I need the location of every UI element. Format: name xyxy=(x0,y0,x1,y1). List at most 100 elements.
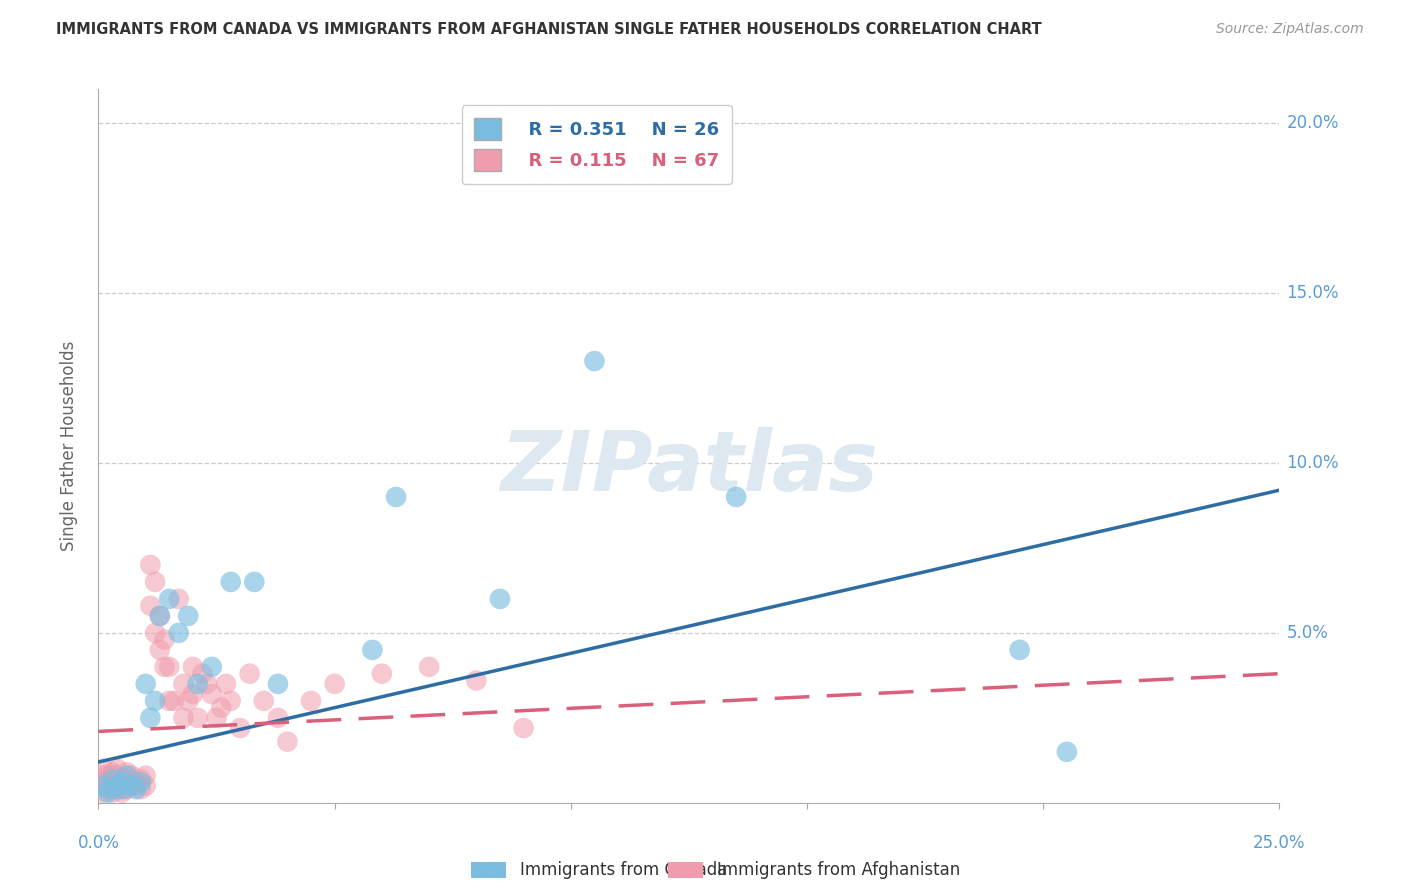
Point xyxy=(299,694,322,708)
Point xyxy=(361,643,384,657)
Point xyxy=(418,660,440,674)
Point xyxy=(177,608,200,623)
Point xyxy=(243,574,266,589)
Point xyxy=(129,782,152,797)
Point xyxy=(101,779,124,793)
Point xyxy=(97,769,120,783)
Point xyxy=(135,677,157,691)
Point xyxy=(97,775,120,789)
Point xyxy=(153,660,176,674)
Point xyxy=(1056,745,1078,759)
Point xyxy=(111,782,134,797)
Point xyxy=(101,782,124,797)
Point xyxy=(181,660,204,674)
Text: Immigrants from Canada: Immigrants from Canada xyxy=(520,861,727,879)
Text: 10.0%: 10.0% xyxy=(1286,454,1339,472)
Point xyxy=(97,782,120,797)
Point xyxy=(139,558,162,572)
Point xyxy=(187,711,209,725)
Point xyxy=(725,490,748,504)
Point xyxy=(129,775,152,789)
Point xyxy=(121,772,143,786)
Point xyxy=(91,779,114,793)
Point xyxy=(143,626,166,640)
Point xyxy=(105,762,128,776)
Point xyxy=(157,660,180,674)
Point xyxy=(105,779,128,793)
Point xyxy=(125,782,148,797)
Point xyxy=(465,673,488,688)
Point xyxy=(101,786,124,800)
Point xyxy=(149,608,172,623)
Point xyxy=(253,694,276,708)
Point xyxy=(125,775,148,789)
Legend:   R = 0.351    N = 26,   R = 0.115    N = 67: R = 0.351 N = 26, R = 0.115 N = 67 xyxy=(461,105,731,184)
Point xyxy=(167,626,190,640)
Point xyxy=(143,574,166,589)
Y-axis label: Single Father Households: Single Father Households xyxy=(59,341,77,551)
Point xyxy=(105,769,128,783)
Point xyxy=(267,711,290,725)
Point xyxy=(157,694,180,708)
Point xyxy=(219,574,242,589)
Point xyxy=(143,694,166,708)
Point xyxy=(91,779,114,793)
Point xyxy=(125,779,148,793)
Point xyxy=(371,666,394,681)
Text: ZIPatlas: ZIPatlas xyxy=(501,427,877,508)
Point xyxy=(195,677,218,691)
Point xyxy=(129,772,152,786)
Point xyxy=(115,769,138,783)
Point xyxy=(115,765,138,780)
Point xyxy=(97,786,120,800)
Point xyxy=(111,775,134,789)
Point xyxy=(267,677,290,691)
Point xyxy=(115,775,138,789)
Point xyxy=(97,772,120,786)
Text: Immigrants from Afghanistan: Immigrants from Afghanistan xyxy=(717,861,960,879)
Point xyxy=(101,772,124,786)
Point xyxy=(191,666,214,681)
Point xyxy=(163,694,186,708)
Text: IMMIGRANTS FROM CANADA VS IMMIGRANTS FROM AFGHANISTAN SINGLE FATHER HOUSEHOLDS C: IMMIGRANTS FROM CANADA VS IMMIGRANTS FRO… xyxy=(56,22,1042,37)
Point xyxy=(201,660,224,674)
Text: 15.0%: 15.0% xyxy=(1286,284,1339,302)
Point xyxy=(512,721,534,735)
Text: 5.0%: 5.0% xyxy=(1286,624,1329,642)
Point xyxy=(489,591,512,606)
Point xyxy=(187,677,209,691)
Point xyxy=(121,769,143,783)
Point xyxy=(172,677,194,691)
Point xyxy=(135,769,157,783)
Point xyxy=(229,721,252,735)
Point xyxy=(111,772,134,786)
Point xyxy=(149,643,172,657)
Point xyxy=(105,775,128,789)
Point xyxy=(219,694,242,708)
Point xyxy=(323,677,346,691)
Point xyxy=(239,666,262,681)
Point xyxy=(153,632,176,647)
Point xyxy=(121,779,143,793)
Point xyxy=(101,772,124,786)
Point xyxy=(139,599,162,613)
Text: 25.0%: 25.0% xyxy=(1253,834,1306,852)
Point xyxy=(181,687,204,701)
Point xyxy=(149,608,172,623)
Point xyxy=(101,765,124,780)
Point xyxy=(157,591,180,606)
Point xyxy=(111,779,134,793)
Point xyxy=(172,711,194,725)
Point xyxy=(215,677,238,691)
Point xyxy=(205,711,228,725)
Point xyxy=(209,700,232,714)
Point xyxy=(111,786,134,800)
Point xyxy=(1008,643,1031,657)
Point xyxy=(139,711,162,725)
Point xyxy=(105,782,128,797)
Text: 0.0%: 0.0% xyxy=(77,834,120,852)
Text: 20.0%: 20.0% xyxy=(1286,114,1339,132)
Point xyxy=(91,762,114,776)
Point xyxy=(583,354,606,368)
Text: Source: ZipAtlas.com: Source: ZipAtlas.com xyxy=(1216,22,1364,37)
